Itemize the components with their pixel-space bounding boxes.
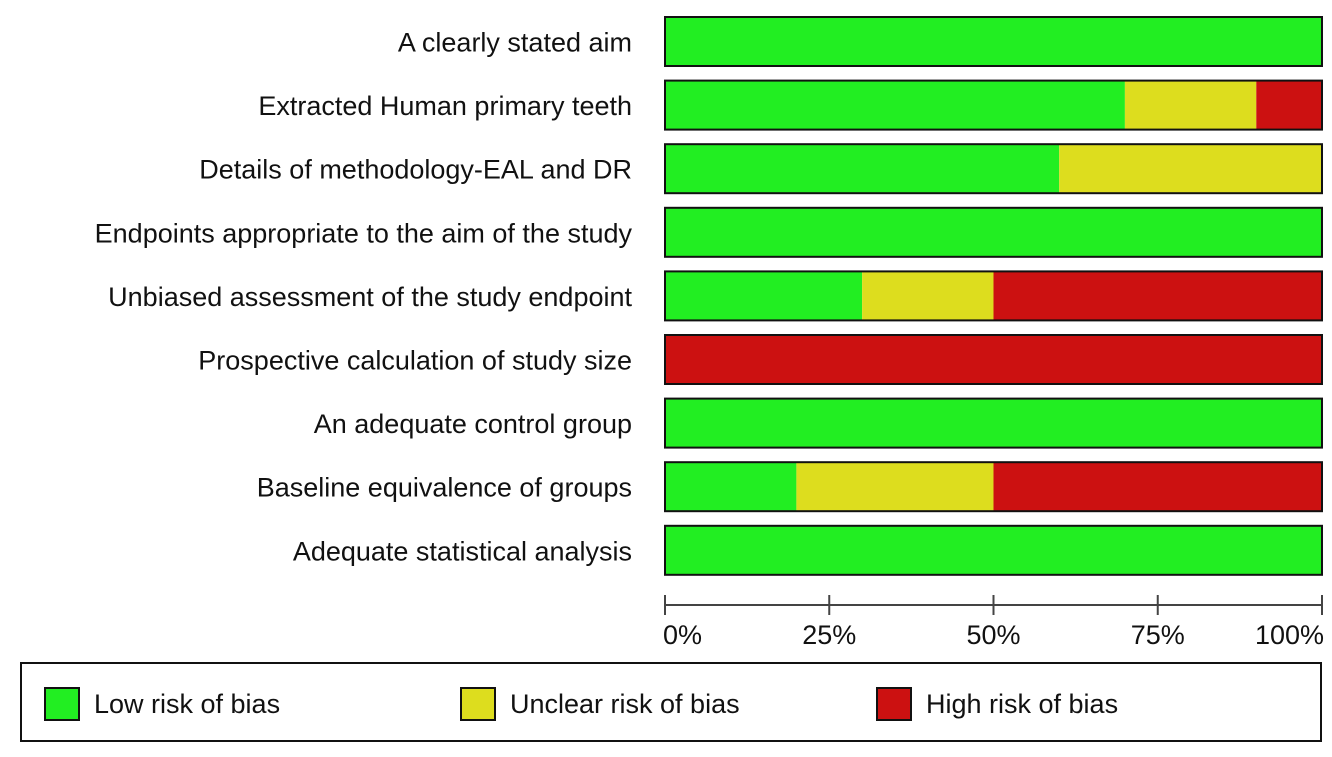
category-label: Endpoints appropriate to the aim of the … [95, 218, 633, 248]
bar-segment-low [665, 271, 863, 321]
bar-segment-low [665, 462, 797, 512]
x-axis: 0% 25% 50% 75% 100% [663, 595, 1324, 650]
x-tick-label: 25% [802, 620, 856, 650]
bars-layer [664, 16, 1323, 576]
category-label: Extracted Human primary teeth [258, 91, 632, 121]
bar-segment-high [1256, 80, 1322, 130]
bar-outline [664, 143, 1323, 195]
category-label: Prospective calculation of study size [198, 346, 632, 376]
category-label: An adequate control group [314, 409, 632, 439]
legend-item-low: Low risk of bias [44, 686, 280, 722]
category-label: A clearly stated aim [398, 28, 632, 58]
x-tick-label: 50% [966, 620, 1020, 650]
category-label: Details of methodology-EAL and DR [199, 155, 632, 185]
bar-segment-low [665, 144, 1060, 194]
bar-segment-low [665, 398, 1322, 448]
bar-segment-high [993, 462, 1322, 512]
bar-segment-high [993, 271, 1322, 321]
bar-outline [664, 270, 1323, 322]
chart-svg: A clearly stated aim Extracted Human prim… [95, 16, 1324, 650]
bar-outline [664, 334, 1323, 385]
legend: Low risk of bias Unclear risk of bias Hi… [20, 662, 1322, 742]
bar-outline [664, 524, 1323, 576]
bar-outline [664, 79, 1323, 131]
legend-item-unclear: Unclear risk of bias [460, 686, 740, 722]
bar-outline [664, 16, 1323, 67]
bar-outline [664, 461, 1323, 513]
legend-swatch-low [44, 687, 80, 721]
bar-segment-unclear [1124, 80, 1257, 130]
x-tick-label: 0% [663, 620, 702, 650]
bar-segment-unclear [796, 462, 994, 512]
bar-outline [664, 397, 1323, 449]
legend-label-low: Low risk of bias [94, 688, 281, 719]
legend-swatch-unclear [460, 687, 496, 721]
bar-segment-low [665, 17, 1322, 66]
bar-segment-unclear [862, 271, 994, 321]
bar-segment-low [665, 80, 1125, 130]
legend-label-unclear: Unclear risk of bias [510, 688, 740, 719]
category-label: Baseline equivalence of groups [257, 473, 632, 503]
legend-swatch-high [876, 687, 912, 721]
category-label: Adequate statistical analysis [293, 536, 632, 566]
bar-segment-high [665, 335, 1322, 384]
category-labels: A clearly stated aim Extracted Human prim… [95, 28, 633, 567]
bar-segment-low [665, 207, 1322, 257]
legend-item-high: High risk of bias [876, 686, 1118, 722]
category-label: Unbiased assessment of the study endpoin… [108, 282, 632, 312]
x-tick-label: 75% [1131, 620, 1185, 650]
x-tick-label: 100% [1255, 620, 1324, 650]
legend-label-high: High risk of bias [926, 688, 1119, 719]
bar-segment-unclear [1059, 144, 1322, 194]
bar-outline [664, 206, 1323, 258]
bar-segment-low [665, 525, 1322, 575]
